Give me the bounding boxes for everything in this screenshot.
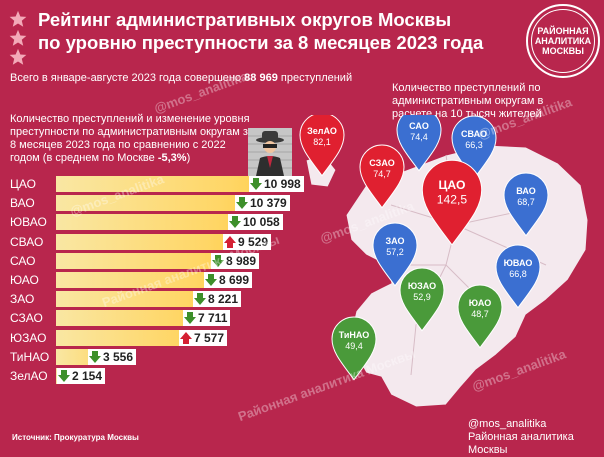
map-pin-value: 52,9 [413,292,431,302]
bar-category-label: ЮВАО [10,215,47,230]
bar [56,195,290,212]
bar-value-label: 8 989 [211,252,260,269]
footer-credits: @mos_analitika Районная аналитика Москвы [468,418,604,457]
left-desc-value: -5,3% [157,152,187,164]
bar-value-text: 8 221 [208,292,239,307]
bar-value-text: 7 711 [198,311,228,326]
title-line-1: Рейтинг административных округов Москвы [38,9,452,30]
star-icon [9,10,27,27]
bar [56,176,304,192]
bar [56,252,259,269]
bar-value-label: 8 699 [204,272,253,288]
bar-category-label: ЮАО [10,273,39,287]
left-desc-suffix: ) [186,152,191,164]
footer-handle: @mos_analitika [468,418,547,430]
map-pin-value: 66,3 [465,140,483,150]
left-desc-text: Количество преступлений и изменение уров… [10,113,255,164]
bar-value-label: 9 529 [223,233,272,250]
map-pin-district: СЗАО [369,158,394,168]
map-pin-district: ЗАО [385,236,404,246]
map-pin-value: 68,7 [517,197,535,207]
map-pin-district: ЮАО [469,298,491,308]
bar-category-label: СЗАО [10,311,43,326]
bar-value-label: 2 154 [57,368,106,384]
bar-value-label: 3 556 [88,348,137,365]
bar-value-text: 10 058 [243,215,280,230]
bar-value-label: 8 221 [193,291,242,308]
total-value: 88 969 [244,72,278,84]
total-prefix: Всего в январе-августе 2023 года соверше… [10,72,245,84]
bar [56,214,283,231]
page-title: Рейтинг административных округов Москвы … [38,8,484,54]
map-pin-district: САО [409,121,429,131]
map-pin-district: ЗелАО [307,126,337,136]
bar-category-label: ЦАО [10,177,36,191]
bar-value-label: 7 711 [183,310,231,327]
map-pin-district: СВАО [461,129,487,139]
bar-value-label: 7 577 [179,329,228,346]
map-pin-value: 82,1 [313,137,331,147]
source-note: Источник: Прокуратура Москвы [12,433,139,442]
criminal-icon [248,128,292,176]
total-suffix: преступлений [277,72,353,84]
map-pin-district: ВАО [516,186,535,196]
bar-value-text: 8 989 [226,253,257,268]
footer-brand: Районная аналитика Москвы [468,431,574,456]
map-pin-district: ЦАО [439,178,466,192]
bar-category-label: ВАО [10,196,35,211]
bar-value-text: 10 998 [264,177,301,191]
map-pin-district: ЮЗАО [408,281,436,291]
brand-badge: РАЙОННАЯ АНАЛИТИКА МОСКВЫ [526,4,600,78]
bar-value-label: 10 058 [228,214,283,231]
bar-category-label: САО [10,253,36,268]
title-line-2: по уровню преступности за 8 месяцев 2023… [38,32,484,53]
bar-category-label: ЗелАО [10,369,48,383]
map-pin-district: ТиНАО [339,330,370,340]
bar-value-label: 10 998 [249,176,304,192]
total-crimes: Всего в январе-августе 2023 года соверше… [10,72,352,84]
map-pin-value: 142,5 [437,193,468,207]
bar [56,233,271,250]
map-pin-district: ЮВАО [504,258,533,268]
bar-value-text: 7 577 [194,330,225,345]
bar-category-label: ЮЗАО [10,330,47,345]
bar-category-label: ТиНАО [10,349,50,364]
bar-chart-description: Количество преступлений и изменение уров… [10,113,255,165]
bar-value-text: 3 556 [103,349,134,364]
badge-ring [531,9,595,73]
bar-value-text: 8 699 [219,273,250,287]
map-pin-value: 57,2 [386,247,404,257]
bar-value-label: 10 379 [235,195,290,212]
bar [56,272,252,288]
star-icon [9,48,27,65]
map-pin-value: 74,4 [410,132,428,142]
star-icon [9,29,27,46]
map-pin-value: 48,7 [471,309,489,319]
bar-value-text: 9 529 [238,234,269,249]
bar-value-text: 10 379 [250,196,287,211]
map-pin-value: 66,8 [509,269,527,279]
bar-category-label: СВАО [10,234,44,249]
bar-value-text: 2 154 [72,369,103,383]
map-pin-value: 49,4 [345,341,363,351]
map-pin-value: 74,7 [373,169,391,179]
bar-category-label: ЗАО [10,292,35,307]
